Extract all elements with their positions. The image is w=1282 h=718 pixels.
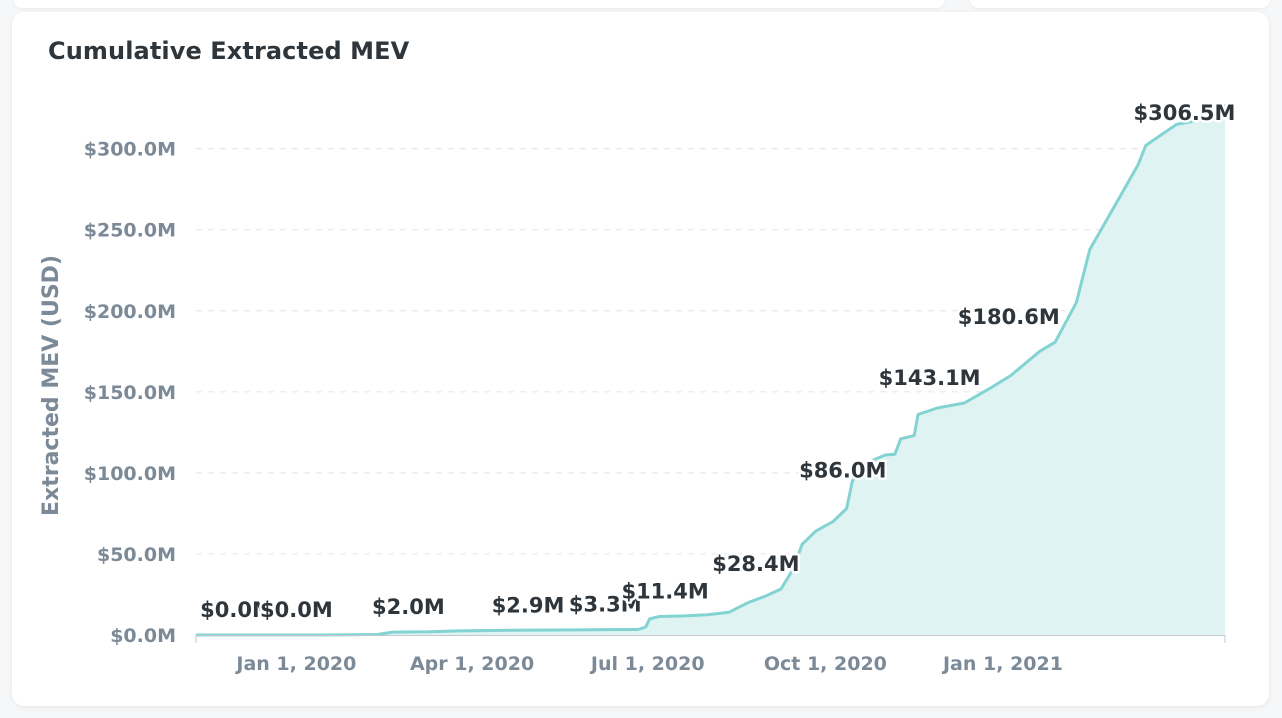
data-label: $180.6M — [958, 305, 1060, 329]
data-label: $2.9M — [492, 593, 565, 617]
y-tick-label: $200.0M — [84, 301, 176, 323]
x-tick-label: Jan 1, 2020 — [234, 653, 356, 675]
data-label-halo: $86.0M — [799, 459, 886, 483]
data-label-halo: $11.4M — [621, 580, 708, 604]
data-label-halo: $2.0M — [372, 595, 445, 619]
data-label-halo: $0.0M — [260, 598, 333, 622]
data-label: $28.4M — [712, 552, 799, 576]
y-tick-label: $0.0M — [110, 625, 176, 647]
data-label: $3.3M — [569, 593, 642, 617]
data-label: $0.0M — [200, 598, 273, 622]
data-label-halo: $306.5M — [1133, 101, 1235, 125]
x-tick-label: Apr 1, 2020 — [410, 653, 534, 675]
data-label-halo: $0.0M — [200, 598, 273, 622]
y-axis-title: Extracted MEV (USD) — [39, 255, 64, 516]
data-label: $2.0M — [372, 595, 445, 619]
data-label-halo: $28.4M — [712, 552, 799, 576]
data-label-halo: $143.1M — [879, 366, 981, 390]
x-tick-label: Oct 1, 2020 — [764, 653, 887, 675]
top-panel-edge-right — [970, 0, 1270, 8]
y-tick-label: $250.0M — [84, 220, 176, 242]
data-label-halo: $180.6M — [958, 305, 1060, 329]
y-tick-label: $50.0M — [97, 544, 176, 566]
data-label-halo: $3.3M — [569, 593, 642, 617]
data-label: $306.5M — [1133, 101, 1235, 125]
data-label: $0.0M — [260, 598, 333, 622]
x-tick-label: Jan 1, 2021 — [941, 653, 1063, 675]
series-line — [196, 103, 1226, 637]
y-tick-label: $100.0M — [84, 463, 176, 485]
area-fill — [196, 104, 1225, 635]
data-label: $11.4M — [621, 580, 708, 604]
data-label: $86.0M — [799, 459, 886, 483]
y-tick-label: $300.0M — [84, 139, 176, 161]
x-tick-label: Jul 1, 2020 — [589, 653, 705, 675]
data-label: $143.1M — [879, 366, 981, 390]
card-title: Cumulative Extracted MEV — [48, 37, 410, 65]
data-label-halo: $2.9M — [492, 593, 565, 617]
top-panel-edge-left — [14, 0, 944, 8]
y-tick-label: $150.0M — [84, 382, 176, 404]
